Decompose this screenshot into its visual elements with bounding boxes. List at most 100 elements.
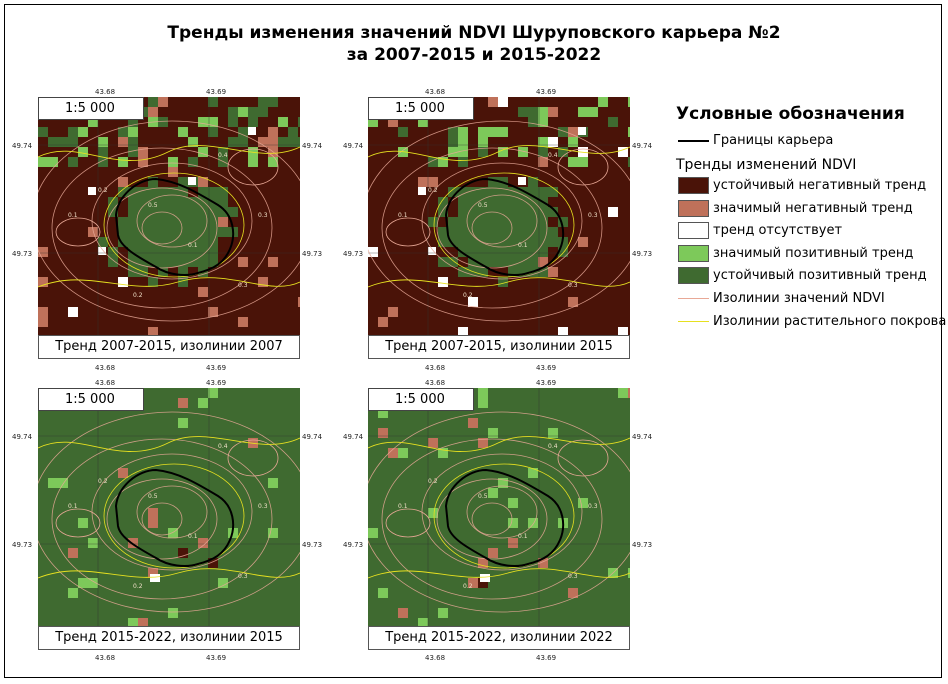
trend-cell — [38, 127, 48, 137]
lon-tick: 43.68 — [95, 654, 116, 662]
trend-cell — [508, 518, 518, 528]
trend-cell — [188, 137, 198, 147]
trend-cell — [178, 267, 188, 277]
trend-cell — [528, 207, 538, 217]
trend-cell — [438, 207, 448, 217]
trend-cell — [188, 227, 198, 237]
trend-cell — [498, 257, 508, 267]
trend-cell — [528, 257, 538, 267]
lat-tick: 49.74 — [632, 142, 653, 150]
trend-cell — [448, 137, 458, 147]
trend-cell — [198, 177, 208, 187]
trend-cell — [548, 107, 558, 117]
trend-cell — [168, 237, 178, 247]
trend-cell — [148, 327, 158, 335]
trend-cell — [58, 137, 68, 147]
trend-cell — [188, 217, 198, 227]
trend-cell — [208, 388, 218, 398]
ndvi-isoline — [557, 439, 609, 477]
lat-tick: 49.73 — [632, 541, 653, 549]
trend-cell — [398, 127, 408, 137]
map-canvas: 0.1 0.2 0.3 0.4 0.5 0.1 0.2 0.3 — [368, 97, 630, 335]
trend-cell — [538, 558, 548, 568]
vegetation-isoline — [433, 463, 575, 569]
isoline-label: 0.3 — [238, 282, 248, 289]
trend-cell — [468, 247, 478, 257]
trend-cell — [238, 257, 248, 267]
ndvi-isoline — [385, 217, 431, 247]
trend-cell — [278, 117, 288, 127]
trend-cell — [208, 247, 218, 257]
vegetation-isoline — [368, 145, 630, 161]
trend-cell — [458, 157, 468, 167]
trend-cell — [438, 257, 448, 267]
trend-cell — [128, 227, 138, 237]
trend-cell — [548, 428, 558, 438]
trend-cell — [78, 127, 88, 137]
vegetation-isoline — [368, 436, 630, 452]
trend-cell — [68, 127, 78, 137]
trend-cell — [218, 207, 228, 217]
ndvi-isoline — [55, 217, 101, 247]
trend-cell — [478, 398, 488, 408]
trend-cell — [548, 137, 558, 147]
trend-cell — [78, 147, 88, 157]
legend-label: Изолинии значений NDVI — [713, 291, 885, 306]
trend-cell — [378, 317, 388, 327]
trend-cell — [208, 117, 218, 127]
trend-cell — [168, 167, 178, 177]
trend-cell — [108, 257, 118, 267]
trend-cell — [158, 267, 168, 277]
trend-cell — [488, 197, 498, 207]
trend-cell — [608, 207, 618, 217]
trend-cell — [538, 157, 548, 167]
trend-cell — [148, 227, 158, 237]
trend-cell — [178, 398, 188, 408]
trend-cell — [118, 137, 128, 147]
lat-tick: 49.73 — [302, 250, 323, 258]
trend-cell — [628, 127, 630, 137]
trend-cell — [488, 428, 498, 438]
trend-cell — [538, 107, 548, 117]
trend-cell — [428, 217, 438, 227]
trend-cell — [158, 237, 168, 247]
no-trend-cell — [248, 127, 256, 135]
trend-cell — [528, 117, 538, 127]
trend-cell — [188, 247, 198, 257]
isoline-label: 0.3 — [568, 573, 578, 580]
trend-cell — [458, 197, 468, 207]
trend-cell — [208, 558, 218, 568]
trend-cell — [188, 207, 198, 217]
trend-cell — [258, 97, 268, 107]
trend-cell — [518, 267, 528, 277]
trend-cell — [528, 217, 538, 227]
trend-cell — [498, 127, 508, 137]
panel-caption: Тренд 2007-2015, изолинии 2007 — [38, 335, 300, 359]
trend-cell — [148, 107, 158, 117]
trend-cell — [618, 327, 628, 335]
trend-cell — [478, 388, 488, 398]
trend-cell — [118, 277, 128, 287]
trend-cell — [578, 237, 588, 247]
legend-item-significant-positive: значимый позитивный тренд — [676, 244, 938, 264]
lon-tick: 43.68 — [425, 654, 446, 662]
trend-cell — [148, 277, 158, 287]
trend-cell — [568, 588, 578, 598]
trend-cell — [128, 237, 138, 247]
trend-cell — [118, 157, 128, 167]
trend-cell — [208, 307, 218, 317]
trend-cell — [168, 528, 178, 538]
trend-cell — [478, 127, 488, 137]
trend-cell — [508, 217, 518, 227]
trend-cell — [218, 227, 228, 237]
trend-cell — [138, 618, 148, 626]
trend-cell — [448, 147, 458, 157]
ndvi-isoline — [51, 438, 273, 600]
trend-cell — [488, 217, 498, 227]
trend-cell — [138, 207, 148, 217]
trend-cell — [68, 157, 78, 167]
title-line-1: Тренды изменения значений NDVI Шуруповск… — [167, 23, 781, 43]
legend-ndvi-isolines: Изолинии значений NDVI — [676, 289, 938, 309]
trend-cell — [178, 177, 188, 187]
trend-cell — [498, 237, 508, 247]
